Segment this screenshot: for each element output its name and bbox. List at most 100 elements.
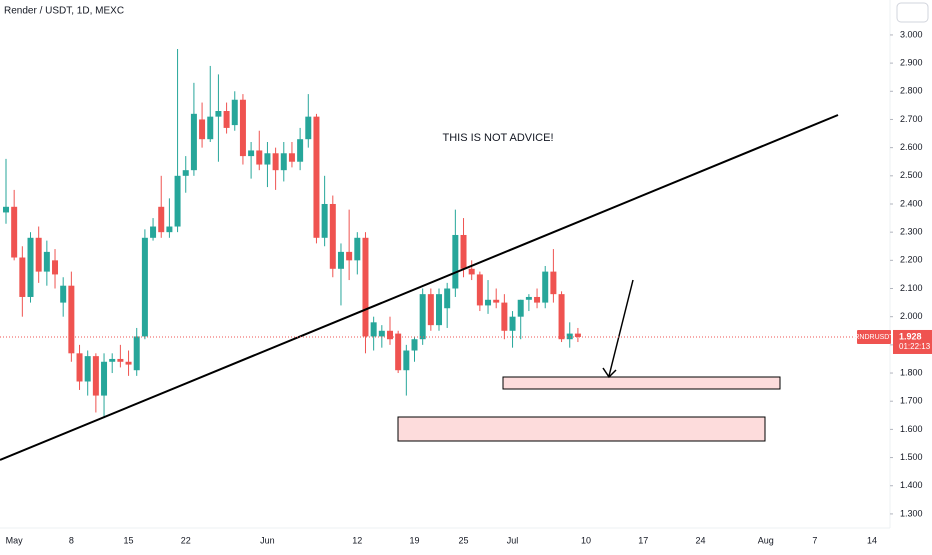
annotation: THIS IS NOT ADVICE! [442, 132, 553, 144]
candle-body [182, 170, 189, 176]
candle-body [133, 336, 140, 371]
candle-body [321, 203, 328, 238]
candle-body [411, 339, 418, 351]
candle-body [436, 294, 443, 326]
candle-body [297, 139, 304, 162]
candle-body [190, 113, 197, 171]
candle-body [386, 330, 393, 340]
candle-body [199, 119, 206, 140]
y-tick-label: 2.200 [900, 255, 923, 265]
candle-body [354, 237, 361, 261]
candle-body [215, 111, 222, 117]
symbol-label: RNDRUSDT [854, 334, 894, 341]
candle-body [3, 206, 9, 213]
x-tick-label: Jul [507, 535, 519, 545]
x-tick-label: 8 [69, 535, 74, 545]
candle-body [395, 333, 402, 371]
x-tick-label: Jun [260, 535, 275, 545]
candle-body [288, 153, 295, 162]
trend-line [0, 114, 839, 461]
candle-body [11, 206, 18, 258]
candle-body [444, 288, 451, 309]
candle-body [76, 353, 83, 382]
candle-body [509, 316, 516, 331]
candle-body [280, 153, 287, 171]
candle-body [460, 234, 467, 269]
candle-body [158, 206, 165, 233]
y-tick-label: 1.400 [900, 480, 923, 490]
candle-body [485, 299, 492, 306]
x-tick-label: 22 [181, 535, 191, 545]
candle-body [231, 99, 238, 126]
candle-body [337, 251, 344, 269]
candle-body [117, 358, 124, 362]
candle-body [346, 251, 353, 261]
x-tick-label: 12 [352, 535, 362, 545]
candle-body [207, 116, 214, 140]
candle-body [468, 268, 475, 275]
zone-box [502, 376, 781, 390]
candle-body [525, 296, 532, 300]
y-tick-label: 2.700 [900, 114, 923, 124]
y-tick-label: 1.500 [900, 452, 923, 462]
zone-box [397, 416, 766, 442]
arrow-head [602, 367, 617, 379]
countdown-label: 01:22:13 [899, 342, 931, 351]
candle-body [566, 333, 573, 340]
x-tick-label: 7 [812, 535, 817, 545]
candle-body [558, 294, 565, 340]
plot-area [3, 49, 581, 419]
candle-body [141, 237, 148, 337]
candle-body [166, 226, 173, 233]
candle-body [362, 237, 369, 337]
y-tick-label: 1.700 [900, 396, 923, 406]
candle-body [150, 226, 157, 238]
candle-body [101, 361, 108, 396]
candle-body [60, 285, 67, 303]
candle-body [52, 260, 59, 275]
x-tick-label: 24 [695, 535, 705, 545]
x-tick-label: 17 [638, 535, 648, 545]
candle-body [84, 356, 91, 382]
candle-body [125, 361, 132, 365]
candle-body [27, 237, 34, 297]
x-tick-label: Aug [758, 535, 774, 545]
y-tick-label: 2.400 [900, 198, 923, 208]
candle-body [419, 294, 426, 340]
y-tick-label: 2.000 [900, 311, 923, 321]
y-tick-label: 2.500 [900, 170, 923, 180]
candle-body [313, 116, 320, 238]
candle-body [574, 333, 581, 337]
candle-body [452, 234, 459, 289]
candle-body [476, 274, 483, 306]
candle-body [542, 271, 549, 303]
y-tick-label: 2.800 [900, 86, 923, 96]
candle-body [272, 153, 279, 171]
candle-body [92, 356, 99, 396]
candle-body [370, 322, 377, 337]
candle-body [248, 150, 255, 157]
candle-body [239, 99, 246, 157]
candle-body [35, 237, 42, 272]
candle-body [19, 257, 26, 297]
candle-body [493, 299, 500, 303]
symbol-badge [857, 329, 891, 344]
candle-body [109, 358, 116, 362]
y-tick-label: 2.600 [900, 142, 923, 152]
candle-body [403, 350, 410, 371]
candle-body [68, 285, 75, 354]
candle-body [550, 271, 557, 295]
candle-body [329, 203, 336, 269]
arrow [608, 279, 634, 377]
x-tick-label: 14 [867, 535, 877, 545]
button[interactable] [896, 2, 929, 23]
last-price-label: 1.928 [899, 331, 922, 341]
candle-body [43, 251, 50, 272]
y-tick-label: 2.100 [900, 283, 923, 293]
y-tick-label: 2.300 [900, 227, 923, 237]
chart-title: Render / USDT, 1D, MEXC [4, 6, 124, 17]
candle-body [305, 116, 312, 140]
candle-body [501, 302, 508, 331]
candle-body [256, 150, 263, 165]
